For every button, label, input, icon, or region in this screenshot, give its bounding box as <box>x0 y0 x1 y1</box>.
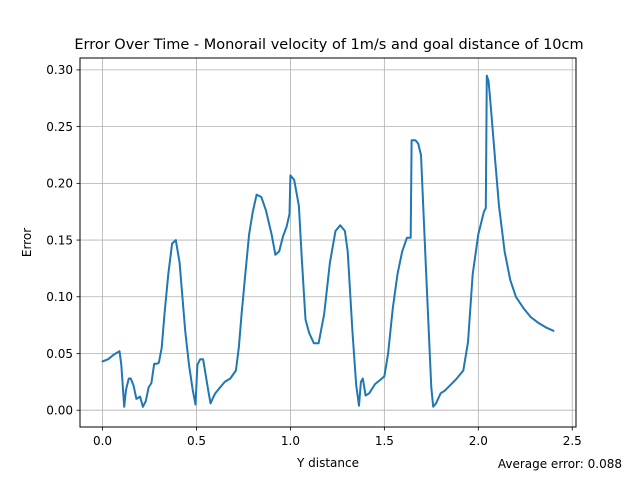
y-tick-label: 0.25 <box>46 120 73 134</box>
x-axis-ticks: 0.0 0.5 1.0 1.5 2.0 2.5 <box>93 427 582 448</box>
plot-frame <box>79 57 577 428</box>
chart-title: Error Over Time - Monorail velocity of 1… <box>74 37 583 53</box>
y-tick-label: 0.10 <box>46 290 73 304</box>
y-tick-label: 0.05 <box>46 347 73 361</box>
grid-lines <box>80 58 576 427</box>
x-tick-label: 0.0 <box>93 434 112 448</box>
x-tick-label: 2.5 <box>563 434 582 448</box>
y-axis-ticks: 0.00 0.05 0.10 0.15 0.20 0.25 0.30 <box>46 63 80 418</box>
x-tick-label: 0.5 <box>187 434 206 448</box>
x-tick-label: 1.5 <box>375 434 394 448</box>
x-tick-label: 1.0 <box>281 434 300 448</box>
x-tick-label: 2.0 <box>469 434 488 448</box>
y-tick-label: 0.20 <box>46 177 73 191</box>
y-tick-label: 0.30 <box>46 63 73 77</box>
series-layer <box>101 74 555 408</box>
x-axis-label: Y distance <box>296 456 359 470</box>
y-tick-label: 0.00 <box>46 404 73 418</box>
y-axis-label: Error <box>20 228 34 257</box>
average-error-annotation: Average error: 0.088 <box>498 457 622 471</box>
error-series-line <box>101 74 555 408</box>
y-tick-label: 0.15 <box>46 233 73 247</box>
